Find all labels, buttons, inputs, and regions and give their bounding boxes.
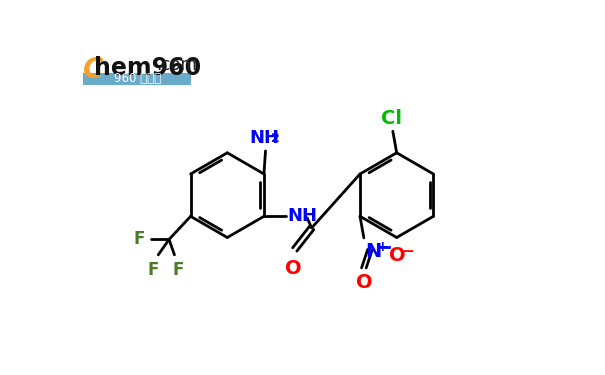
Text: N: N	[365, 242, 382, 261]
Text: C: C	[83, 56, 103, 84]
Bar	[83, 73, 191, 85]
Text: hem960: hem960	[94, 56, 201, 80]
Text: 2: 2	[271, 132, 280, 146]
Text: +: +	[377, 240, 388, 254]
Text: NH: NH	[287, 207, 317, 225]
Text: F: F	[148, 261, 159, 279]
Text: F: F	[172, 261, 184, 279]
Text: −: −	[402, 244, 414, 259]
Text: O: O	[389, 246, 406, 265]
Text: O: O	[285, 259, 301, 278]
Text: 960 化工网: 960 化工网	[114, 72, 161, 86]
Text: Cl: Cl	[381, 109, 402, 128]
Text: F: F	[133, 230, 145, 248]
Text: NH: NH	[249, 129, 279, 147]
Text: O: O	[356, 273, 372, 292]
Text: .com: .com	[157, 56, 197, 74]
